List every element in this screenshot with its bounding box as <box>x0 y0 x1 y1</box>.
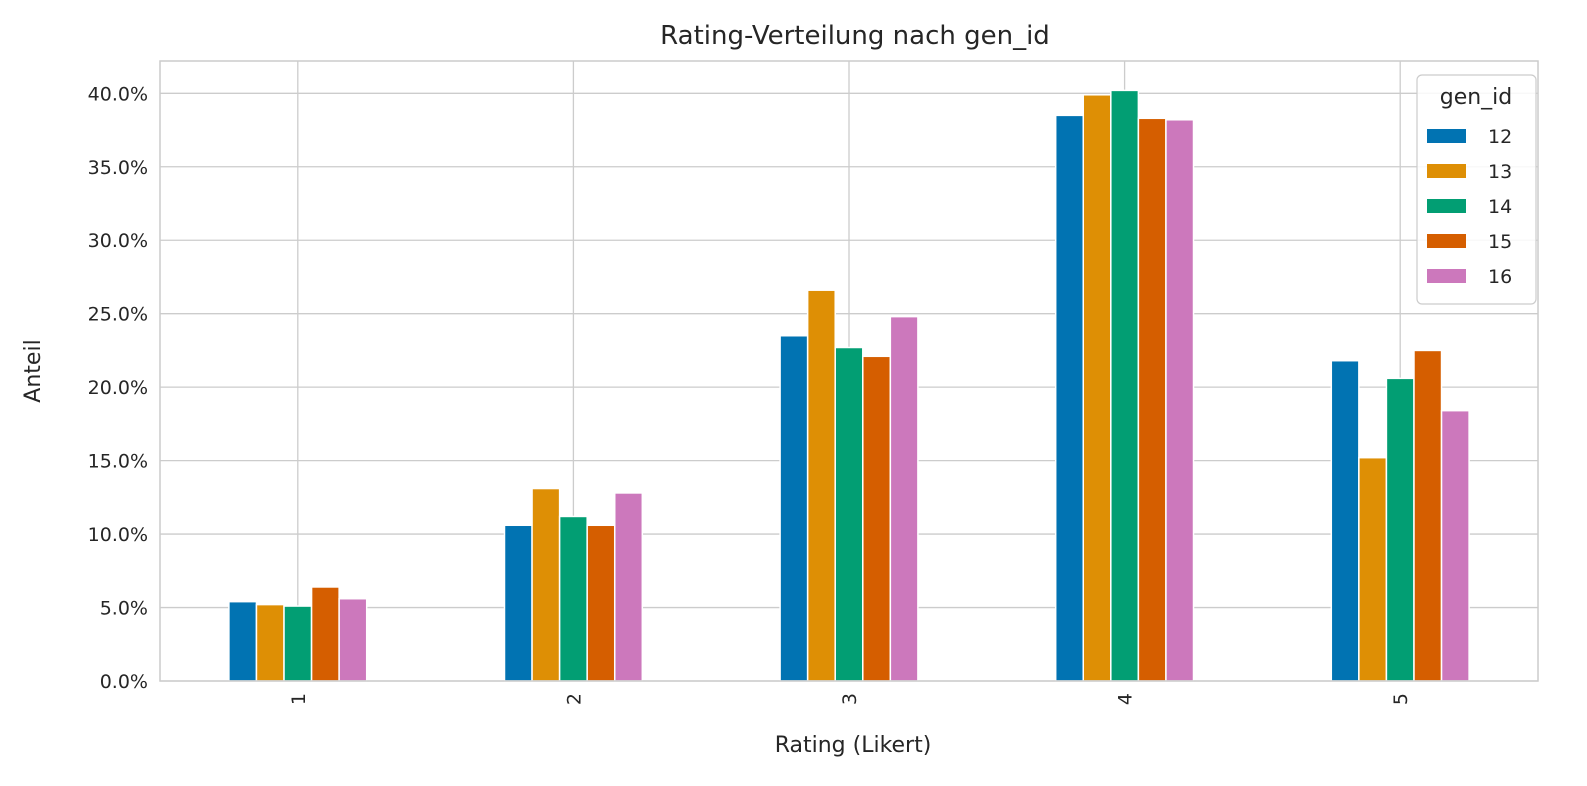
bar-gen-14-rating-3 <box>834 346 864 682</box>
bar-gen-13-rating-5 <box>1358 456 1388 682</box>
legend-label-12: 12 <box>1488 126 1512 148</box>
x-axis-ticks: 1 2 3 4 5 <box>288 693 1412 705</box>
y-tick-label: 20.0% <box>88 377 148 399</box>
bar-gen-13-rating-3 <box>806 289 836 682</box>
y-tick-label: 35.0% <box>88 157 148 179</box>
x-axis-title: Rating (Likert) <box>775 733 932 758</box>
bars <box>228 89 1470 682</box>
y-tick-label: 10.0% <box>88 524 148 546</box>
y-tick-label: 5.0% <box>100 598 148 620</box>
legend-swatch-16 <box>1427 269 1466 283</box>
legend-label-14: 14 <box>1488 196 1512 218</box>
x-tick-label: 3 <box>839 693 861 705</box>
bar-gen-12-rating-2 <box>503 524 533 682</box>
y-tick-label: 30.0% <box>88 230 148 252</box>
y-tick-label: 15.0% <box>88 451 148 473</box>
bar-gen-15-rating-3 <box>862 355 892 682</box>
y-tick-label: 25.0% <box>88 304 148 326</box>
legend-swatch-13 <box>1427 164 1466 178</box>
bar-gen-15-rating-5 <box>1413 349 1443 682</box>
bar-gen-16-rating-5 <box>1440 409 1470 682</box>
legend-label-15: 15 <box>1488 231 1512 253</box>
bar-gen-14-rating-2 <box>558 515 588 682</box>
bar-gen-14-rating-4 <box>1110 89 1140 682</box>
bar-gen-16-rating-2 <box>613 492 644 682</box>
bar-gen-16-rating-3 <box>889 315 919 682</box>
bar-gen-14-rating-5 <box>1385 377 1415 682</box>
legend-title: gen_id <box>1440 85 1513 110</box>
x-tick-label: 2 <box>563 693 585 705</box>
y-axis-ticks: 0.0% 5.0% 10.0% 15.0% 20.0% 25.0% 30.0% 35.0% 40… <box>88 83 148 693</box>
legend-swatch-12 <box>1427 129 1466 143</box>
legend: gen_id 12 13 14 15 16 <box>1416 74 1537 305</box>
bar-gen-15-rating-1 <box>310 586 340 682</box>
bar-gen-16-rating-4 <box>1165 119 1195 682</box>
legend-swatch-14 <box>1427 199 1466 213</box>
bar-gen-14-rating-1 <box>283 605 313 682</box>
bar-gen-12-rating-4 <box>1054 114 1085 682</box>
x-tick-label: 1 <box>288 693 310 705</box>
y-axis-title: Anteil <box>21 339 46 402</box>
y-tick-label: 0.0% <box>100 671 148 693</box>
bar-gen-15-rating-2 <box>586 524 616 682</box>
legend-swatch-15 <box>1427 234 1466 248</box>
y-tick-label: 40.0% <box>88 83 148 105</box>
chart-title: Rating-Verteilung nach gen_id <box>660 21 1050 51</box>
x-tick-label: 4 <box>1115 693 1137 705</box>
bar-gen-16-rating-1 <box>338 597 368 682</box>
legend-label-16: 16 <box>1488 266 1512 288</box>
bar-gen-13-rating-1 <box>255 603 285 682</box>
legend-items: 12 13 14 15 16 <box>1427 126 1512 288</box>
bar-gen-12-rating-1 <box>228 600 258 682</box>
bar-gen-15-rating-4 <box>1137 117 1167 682</box>
bar-gen-12-rating-5 <box>1330 359 1360 682</box>
bar-gen-13-rating-4 <box>1082 94 1112 682</box>
bar-gen-13-rating-2 <box>531 487 561 682</box>
bar-gen-12-rating-3 <box>779 334 809 682</box>
x-tick-label: 5 <box>1390 693 1412 705</box>
plot-frame <box>159 60 1539 682</box>
legend-label-13: 13 <box>1488 161 1512 183</box>
